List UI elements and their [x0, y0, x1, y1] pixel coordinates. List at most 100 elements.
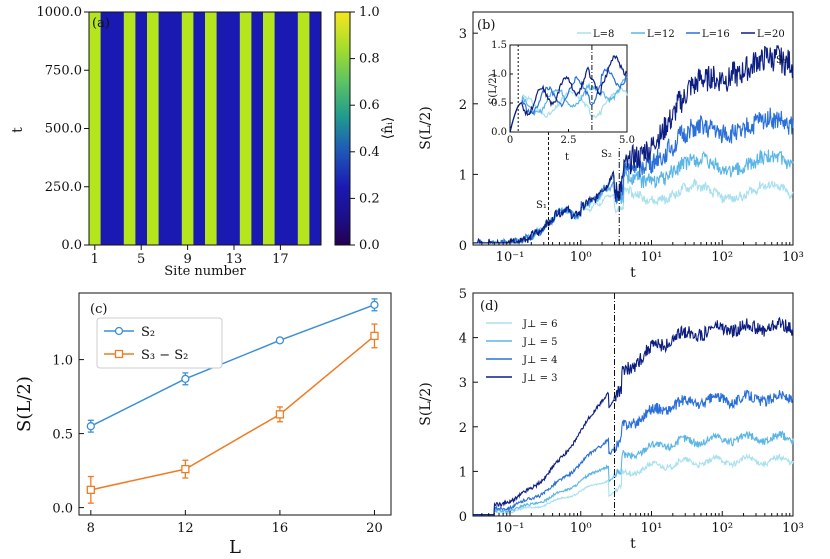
- x-tick-label: 13: [226, 252, 243, 267]
- legend-entry: J⊥ = 4: [522, 355, 558, 366]
- heatmap-xlabel: Site number: [164, 264, 246, 279]
- y-tick-label: 1.0: [52, 354, 73, 369]
- legend-marker: [114, 349, 124, 359]
- panel-d-frame: [472, 292, 794, 517]
- y-tick-label: 2: [459, 98, 467, 113]
- legend-marker: [114, 326, 124, 336]
- legend-entry: L=12: [647, 29, 675, 40]
- x-tick-label: 10⁰: [570, 521, 592, 536]
- x-tick-label: 16: [272, 521, 289, 536]
- heatmap-ylabel: t: [10, 127, 26, 133]
- data-point: [370, 331, 379, 341]
- inset-y-tick-label: 1.5: [491, 40, 507, 51]
- inset-y-tick-label: 0.0: [491, 127, 507, 138]
- heatmap-column: [263, 12, 275, 245]
- series-line: [473, 389, 794, 516]
- panel-b-ylabel: S(L/2): [418, 106, 434, 149]
- panel-c-series: [86, 298, 379, 504]
- heatmap-column: [297, 12, 310, 245]
- colorbar-tick-label: 0.4: [359, 145, 380, 160]
- panel-d-series: [473, 316, 794, 516]
- panel-d-xlabel: t: [630, 536, 636, 552]
- y-tick-label: 0.0: [61, 238, 82, 253]
- y-tick-label: 4: [459, 332, 467, 347]
- heatmap-column: [158, 12, 171, 245]
- y-tick-label: 3: [459, 376, 467, 391]
- series-line: [90, 335, 375, 491]
- panel-b-legend: L=8 L=12 L=16 L=20: [577, 29, 785, 40]
- panel-a: (a) 1 5 9 13 17 0.0 250.0 500.0 750.0 1000.0 Sit…: [10, 5, 396, 279]
- data-point: [181, 464, 190, 474]
- inset-x-tick-label: 5.0: [619, 135, 635, 146]
- heatmap-column: [89, 12, 101, 245]
- panel-b-x-ticks: 10⁻¹ 10⁰ 10¹ 10² 10³: [472, 240, 804, 265]
- heatmap-column: [274, 12, 287, 245]
- panel-d-x-ticks: 10⁻¹ 10⁰ 10¹ 10² 10³: [472, 511, 804, 536]
- panel-b-inset: 0 2.5 5.0 0.0 0.5 1.0 1.5 t S(L/2): [488, 40, 635, 163]
- x-tick-label: 5: [137, 252, 145, 267]
- panel-b-y-ticks: 0 1 2 3: [459, 27, 478, 254]
- heatmap-column: [123, 12, 136, 245]
- y-tick-label: 1: [459, 168, 467, 183]
- x-tick-label: 10⁰: [570, 250, 592, 265]
- annotation-s1: S₁: [536, 200, 547, 211]
- x-tick-label: 10³: [782, 521, 804, 536]
- heatmap-column: [112, 12, 125, 245]
- panel-d: 10⁻¹ 10⁰ 10¹ 10² 10³ 0 1 2 3 4 5 (d) t S(L/2) J⊥ …: [418, 287, 804, 552]
- heatmap-cells: [89, 12, 322, 245]
- x-tick-label: 10¹: [641, 250, 663, 265]
- panel-c-label: (c): [90, 302, 107, 317]
- series-line: [473, 452, 794, 516]
- panel-c-legend: S₂ S₃ − S₂: [96, 317, 223, 369]
- panel-a-label: (a): [92, 16, 110, 31]
- data-point: [86, 422, 95, 431]
- inset-x-tick-label: 2.5: [561, 135, 577, 146]
- legend-entry: L=16: [702, 29, 730, 40]
- colorbar-tick-label: 0.8: [359, 52, 380, 67]
- panel-b-xlabel: t: [630, 265, 636, 281]
- y-tick-label: 3: [459, 27, 467, 42]
- heatmap-column: [100, 12, 113, 245]
- y-tick-label: 750.0: [45, 63, 82, 78]
- x-tick-label: 20: [366, 521, 383, 536]
- heatmap-column: [170, 12, 183, 245]
- panel-d-label: (d): [480, 299, 498, 314]
- heatmap-column: [309, 12, 322, 245]
- heatmap-column: [239, 12, 252, 245]
- legend-entry: S₂: [141, 325, 155, 340]
- inset-series-line: [509, 54, 628, 133]
- panel-b-series: [472, 44, 794, 246]
- colorbar-tick-label: 0.2: [359, 191, 380, 206]
- panel-b-label: (b): [477, 18, 495, 33]
- y-tick-label: 5: [459, 287, 467, 302]
- x-tick-label: 10²: [711, 250, 733, 265]
- y-tick-label: 500.0: [45, 122, 82, 137]
- heatmap-column: [181, 12, 194, 245]
- panel-d-legend: J⊥ = 6 J⊥ = 5 J⊥ = 4 J⊥ = 3: [486, 319, 558, 384]
- x-tick-label: 10⁻¹: [496, 521, 525, 536]
- panel-d-y-ticks: 0 1 2 3 4 5: [459, 287, 478, 525]
- legend-entry: L=20: [757, 29, 785, 40]
- legend-entry: J⊥ = 5: [522, 337, 558, 348]
- inset-series-line: [509, 74, 628, 133]
- series-line-L20: [473, 44, 794, 245]
- y-tick-label: 0.5: [52, 428, 73, 443]
- series-line: [473, 316, 794, 516]
- x-tick-label: 12: [177, 521, 194, 536]
- x-tick-label: 17: [272, 252, 289, 267]
- x-tick-label: 10³: [782, 250, 804, 265]
- heatmap-column: [135, 12, 148, 245]
- panel-b-markers: [547, 107, 620, 245]
- colorbar-tick-label: 0.0: [359, 238, 380, 253]
- data-point: [275, 410, 285, 419]
- x-tick-label: 9: [183, 252, 191, 267]
- colorbar: [334, 11, 351, 246]
- series-line: [473, 430, 794, 516]
- annotation-s2: S₂: [601, 149, 612, 160]
- panel-c-xlabel: L: [229, 537, 241, 558]
- x-tick-label: 10⁻¹: [496, 250, 525, 265]
- data-point: [86, 485, 95, 494]
- series-line-L16: [473, 107, 794, 246]
- panel-c-y-ticks: 0.0 0.5 1.0: [52, 354, 84, 517]
